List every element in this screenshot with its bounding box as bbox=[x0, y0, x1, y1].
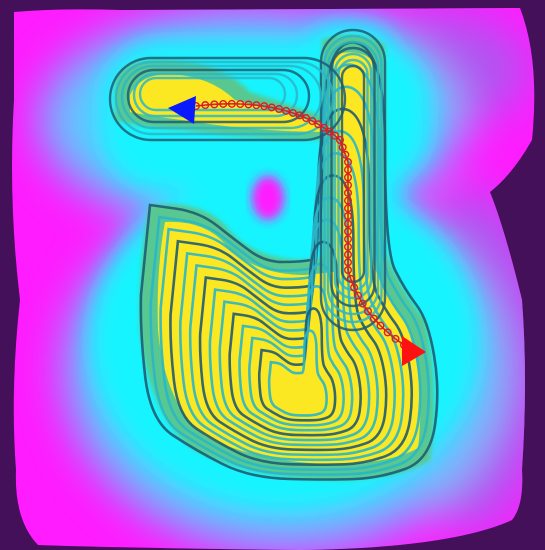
corridor-yellow-core bbox=[130, 74, 330, 132]
hall-contour-line bbox=[323, 34, 383, 324]
path-segment bbox=[349, 278, 355, 288]
path-waypoint bbox=[314, 120, 323, 129]
path-waypoint bbox=[344, 173, 353, 182]
path-segment bbox=[357, 295, 364, 305]
path-waypoint bbox=[344, 211, 353, 220]
path-waypoint bbox=[391, 334, 400, 343]
path-segment bbox=[248, 103, 257, 106]
path-waypoint bbox=[320, 123, 329, 132]
contour-lines bbox=[108, 28, 439, 481]
room-contour-line bbox=[218, 218, 371, 442]
room-contour-line bbox=[149, 63, 431, 476]
path-segment bbox=[353, 287, 359, 296]
path-waypoint bbox=[346, 274, 355, 283]
path-waypoint bbox=[344, 181, 353, 190]
path-waypoint bbox=[210, 100, 219, 109]
path-segment bbox=[362, 303, 369, 312]
goal-marker bbox=[402, 336, 426, 366]
path-segment bbox=[373, 318, 382, 327]
path-waypoint bbox=[282, 106, 291, 115]
path-segment bbox=[379, 325, 389, 333]
path-waypoint bbox=[364, 307, 373, 316]
corridor-contour-line bbox=[108, 56, 347, 142]
path-segment bbox=[387, 331, 397, 340]
path-waypoint bbox=[369, 314, 378, 323]
path-waypoint bbox=[227, 99, 236, 108]
path-waypoint bbox=[308, 116, 317, 125]
path-waypoint bbox=[344, 250, 353, 259]
path-segment bbox=[347, 269, 352, 280]
path-waypoint bbox=[344, 235, 353, 244]
path-waypoint bbox=[344, 204, 353, 213]
path-waypoint bbox=[344, 196, 353, 205]
path-segment bbox=[205, 103, 215, 106]
path-waypoint bbox=[344, 242, 353, 251]
path-segment bbox=[195, 104, 206, 107]
path-segment bbox=[367, 310, 375, 320]
room-contour-line bbox=[248, 285, 345, 427]
corridor-contour-line bbox=[120, 64, 323, 130]
path-waypoint bbox=[376, 321, 385, 330]
room-contour-line bbox=[257, 307, 337, 422]
path-waypoint bbox=[260, 102, 269, 111]
path-waypoint bbox=[354, 291, 363, 300]
path-waypoint bbox=[275, 104, 284, 113]
corridor-contour-line bbox=[138, 76, 287, 112]
path-waypoint bbox=[350, 283, 359, 292]
path-waypoint bbox=[358, 299, 367, 308]
obstacle-blob bbox=[252, 176, 284, 220]
path-waypoint bbox=[383, 328, 392, 337]
path-waypoint bbox=[330, 131, 339, 140]
hall-contour-line bbox=[333, 52, 373, 300]
room-contour-line bbox=[238, 262, 354, 432]
path-waypoint bbox=[344, 258, 353, 267]
room-contour-line bbox=[208, 196, 379, 447]
corridor-contour-line bbox=[114, 60, 335, 136]
hall-contour-line bbox=[330, 46, 376, 308]
path-waypoint bbox=[219, 99, 228, 108]
path-waypoint bbox=[341, 150, 350, 159]
hall-contour-line bbox=[319, 28, 387, 332]
corridor-contour-line bbox=[126, 68, 311, 124]
path-waypoint bbox=[302, 114, 311, 123]
path-waypoint bbox=[344, 219, 353, 228]
corridor-contour-line bbox=[132, 72, 299, 118]
room-contour-line bbox=[139, 41, 439, 481]
path-waypoint bbox=[338, 143, 347, 152]
path-waypoint bbox=[344, 227, 353, 236]
path-waypoint bbox=[244, 100, 253, 109]
path-waypoint bbox=[344, 266, 353, 275]
room-contour-line bbox=[228, 240, 362, 437]
path-waypoint bbox=[336, 135, 345, 144]
room-contour-line bbox=[188, 152, 397, 457]
path-waypoint bbox=[344, 188, 353, 197]
path-waypoint bbox=[295, 111, 304, 120]
path-waypoint bbox=[201, 101, 210, 110]
planned-path bbox=[191, 99, 409, 350]
room-contour-line bbox=[159, 85, 422, 471]
path-waypoint bbox=[344, 157, 353, 166]
path-waypoint bbox=[236, 99, 245, 108]
start-marker bbox=[168, 96, 196, 124]
path-waypoint bbox=[288, 108, 297, 117]
room-contour-line bbox=[267, 329, 328, 417]
path-waypoint bbox=[325, 127, 334, 136]
path-waypoint bbox=[344, 165, 353, 174]
room-contour-line bbox=[198, 174, 388, 452]
path-waypoint bbox=[267, 103, 276, 112]
hall-contour-line bbox=[326, 40, 380, 316]
path-waypoint bbox=[252, 101, 261, 110]
